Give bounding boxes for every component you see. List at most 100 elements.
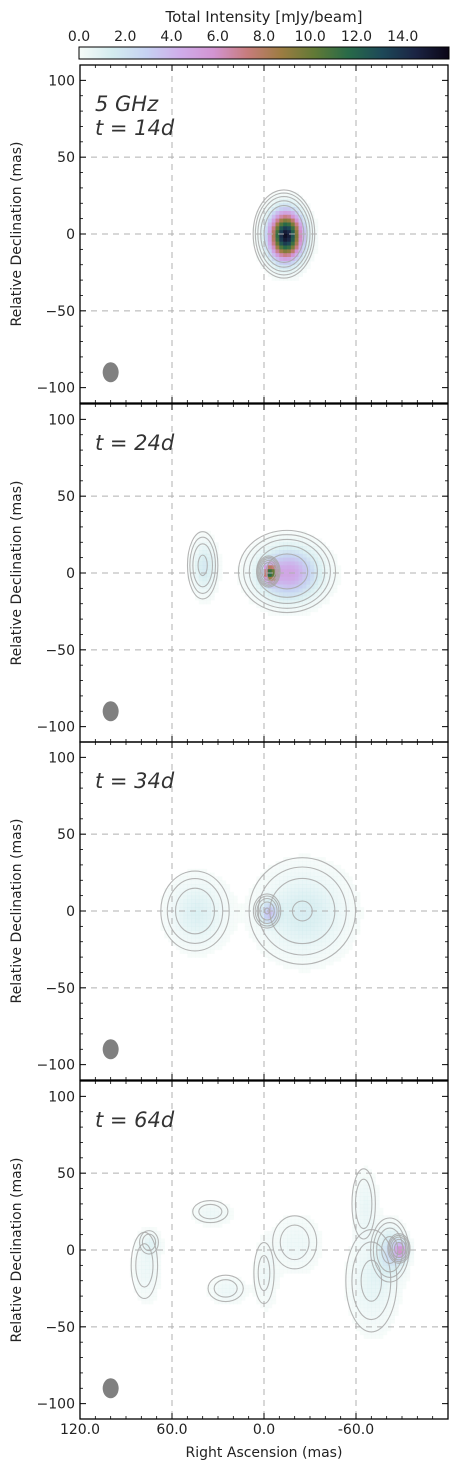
contour-line [198, 1203, 223, 1220]
intensity-pixel [195, 880, 200, 885]
intensity-pixel [375, 1207, 380, 1213]
intensity-pixel [229, 907, 234, 912]
intensity-pixel [248, 907, 254, 912]
intensity-pixel [294, 203, 300, 208]
intensity-pixel [329, 907, 334, 912]
intensity-pixel [175, 888, 181, 893]
intensity-pixel [183, 922, 188, 927]
intensity-pixel [218, 1292, 223, 1297]
intensity-pixel [302, 964, 307, 970]
intensity-pixel [137, 1257, 142, 1263]
intensity-pixel [206, 584, 211, 589]
intensity-pixel [133, 1253, 139, 1259]
intensity-pixel [172, 937, 177, 943]
intensity-pixel [302, 1257, 307, 1263]
intensity-pixel [198, 580, 204, 586]
intensity-pixel [256, 1280, 261, 1286]
intensity-pixel [233, 1292, 238, 1297]
intensity-pixel [290, 530, 296, 536]
intensity-pixel [145, 1238, 150, 1243]
intensity-pixel [363, 1257, 369, 1263]
intensity-pixel [329, 914, 334, 920]
intensity-pixel [152, 1257, 158, 1263]
intensity-pixel [363, 1307, 369, 1313]
intensity-pixel [195, 907, 200, 912]
intensity-pixel [298, 1227, 303, 1232]
intensity-pixel [256, 930, 261, 935]
intensity-pixel [310, 569, 315, 574]
intensity-pixel [283, 557, 288, 563]
intensity-pixel [283, 930, 288, 935]
intensity-pixel [133, 1242, 139, 1247]
intensity-pixel [302, 550, 307, 555]
intensity-pixel [229, 903, 234, 908]
intensity-pixel [279, 226, 284, 231]
intensity-pixel [310, 884, 315, 889]
intensity-pixel [221, 922, 227, 927]
contour-line [197, 554, 208, 577]
intensity-pixel [402, 1242, 407, 1247]
intensity-pixel [382, 1311, 388, 1316]
intensity-pixel [187, 891, 192, 897]
intensity-pixel [405, 1230, 411, 1236]
intensity-pixel [325, 561, 330, 566]
intensity-pixel [317, 1246, 323, 1251]
intensity-pixel [367, 1250, 372, 1255]
intensity-pixel [283, 230, 288, 235]
intensity-pixel [379, 1330, 384, 1336]
intensity-pixel [271, 1299, 277, 1305]
intensity-pixel [241, 914, 246, 920]
intensity-pixel [302, 588, 307, 593]
intensity-pixel [302, 922, 307, 927]
intensity-pixel [214, 561, 219, 566]
colorbar-label: Total Intensity [mJy/beam] [164, 8, 362, 26]
intensity-pixel [290, 1269, 296, 1274]
intensity-pixel [214, 880, 219, 885]
intensity-pixel [202, 945, 208, 951]
intensity-pixel [214, 1296, 219, 1301]
intensity-pixel [302, 611, 307, 616]
intensity-pixel [382, 1246, 388, 1251]
intensity-pixel [279, 230, 284, 235]
intensity-pixel [271, 245, 277, 250]
intensity-pixel [306, 872, 311, 878]
intensity-pixel [333, 914, 338, 920]
intensity-pixel [221, 1211, 227, 1217]
intensity-pixel [279, 569, 284, 574]
intensity-pixel [233, 918, 238, 924]
intensity-pixel [206, 911, 211, 916]
intensity-pixel [298, 1219, 303, 1224]
intensity-pixel [183, 888, 188, 893]
intensity-pixel [225, 888, 231, 893]
intensity-pixel [302, 1261, 307, 1266]
intensity-pixel [206, 1223, 211, 1228]
intensity-pixel [367, 1234, 372, 1240]
intensity-pixel [168, 926, 173, 931]
intensity-pixel [306, 241, 311, 247]
intensity-pixel [156, 1250, 162, 1255]
intensity-pixel [141, 1276, 146, 1282]
intensity-pixel [352, 1276, 357, 1282]
intensity-pixel [325, 937, 330, 943]
intensity-pixel [210, 542, 215, 547]
intensity-pixel [367, 1200, 372, 1205]
intensity-pixel [375, 1334, 380, 1339]
intensity-pixel [275, 542, 280, 547]
panel-label: t = 64d [95, 1108, 175, 1132]
intensity-pixel [271, 241, 277, 247]
intensity-pixel [252, 237, 257, 243]
intensity-pixel [267, 245, 273, 250]
contour-line [372, 1222, 407, 1278]
intensity-pixel [325, 891, 330, 897]
intensity-pixel [313, 1250, 319, 1255]
intensity-pixel [356, 1299, 361, 1305]
intensity-pixel [294, 565, 300, 570]
intensity-pixel [267, 561, 273, 566]
intensity-pixel [152, 1250, 158, 1255]
intensity-pixel [267, 899, 273, 904]
intensity-pixel [214, 914, 219, 920]
intensity-pixel [379, 1238, 384, 1243]
panel-label: t = 34d [95, 769, 175, 793]
intensity-pixel [310, 1261, 315, 1266]
